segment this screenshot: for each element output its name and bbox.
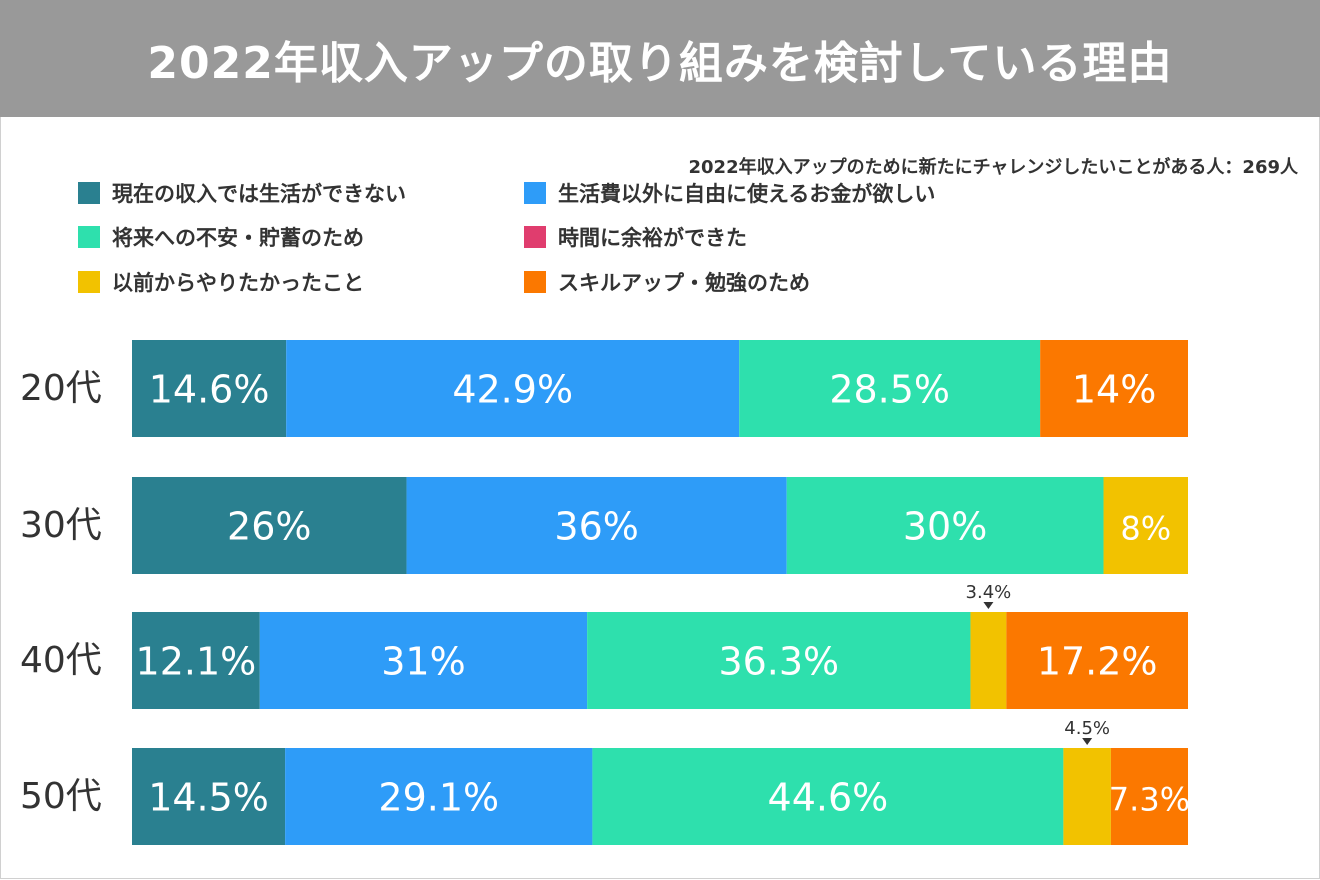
legend-swatch: [524, 182, 546, 204]
category-label: 40代: [20, 639, 102, 681]
bar-segment: [970, 612, 1007, 709]
callout-arrow: [983, 602, 994, 609]
chart-title: 2022年収入アップの取り組みを検討している理由: [147, 37, 1173, 89]
bar-segment: [1103, 477, 1188, 574]
data-label: 26%: [227, 505, 311, 549]
legend-item: 将来への不安・貯蓄のため: [78, 222, 364, 252]
bar-segment: [406, 477, 787, 574]
legend-label: 時間に余裕ができた: [558, 226, 747, 250]
bar-segment: [1040, 340, 1188, 437]
legend-label: 以前からやりたかったこと: [112, 271, 364, 295]
data-label: 36.3%: [718, 640, 839, 684]
bar-segment: [592, 748, 1064, 845]
data-label: 28.5%: [829, 368, 950, 412]
data-label: 17.2%: [1037, 640, 1158, 684]
legend-swatch: [78, 182, 100, 204]
bar-segment: [786, 477, 1104, 574]
data-label: 8%: [1120, 510, 1171, 548]
bar-segment: [259, 612, 588, 709]
legend-swatch: [524, 226, 546, 248]
legend-swatch: [78, 271, 100, 293]
bar-segment: [132, 340, 287, 437]
bar-segment: [132, 612, 260, 709]
legend-item: 時間に余裕ができた: [524, 222, 747, 252]
data-label: 44.6%: [768, 776, 889, 820]
legend-item: 以前からやりたかったこと: [78, 267, 364, 297]
legend-swatch: [78, 226, 100, 248]
legend-label: 将来への不安・貯蓄のため: [112, 226, 364, 250]
data-label: 12.1%: [136, 640, 257, 684]
chart-subtitle: 2022年収入アップのために新たにチャレンジしたいことがある人：269人: [688, 157, 1299, 178]
category-label: 30代: [20, 504, 102, 546]
legend-label: スキルアップ・勉強のため: [558, 271, 810, 295]
category-label: 20代: [20, 367, 102, 409]
bar-segment: [587, 612, 971, 709]
data-label: 36%: [554, 505, 638, 549]
legend-item: スキルアップ・勉強のため: [524, 267, 810, 297]
data-label: 14%: [1072, 368, 1156, 412]
bar-segment: [739, 340, 1041, 437]
data-label-callout: 4.5%: [1064, 718, 1110, 739]
category-label: 50代: [20, 775, 102, 817]
data-label: 29.1%: [378, 776, 499, 820]
bar-segment: [132, 477, 407, 574]
legend-swatch: [524, 271, 546, 293]
data-label: 14.6%: [149, 368, 270, 412]
bar-segment: [1063, 748, 1111, 845]
legend-item: 現在の収入では生活ができない: [78, 178, 406, 208]
bar-segment: [286, 340, 740, 437]
legend-item: 生活費以外に自由に使えるお金が欲しい: [524, 178, 935, 208]
callout-arrow: [1082, 738, 1093, 745]
legend-label: 生活費以外に自由に使えるお金が欲しい: [558, 182, 936, 206]
title-banner: 2022年収入アップの取り組みを検討している理由: [0, 0, 1320, 117]
data-label: 31%: [381, 640, 465, 684]
data-label: 42.9%: [452, 368, 573, 412]
legend-label: 現在の収入では生活ができない: [112, 182, 406, 206]
bar-segment: [1110, 748, 1188, 845]
data-label-callout: 3.4%: [966, 582, 1012, 603]
data-label: 7.3%: [1109, 781, 1190, 819]
bar-segment: [132, 748, 286, 845]
bar-segment: [285, 748, 593, 845]
data-label: 30%: [903, 505, 987, 549]
data-label: 14.5%: [148, 776, 269, 820]
bar-segment: [1006, 612, 1188, 709]
